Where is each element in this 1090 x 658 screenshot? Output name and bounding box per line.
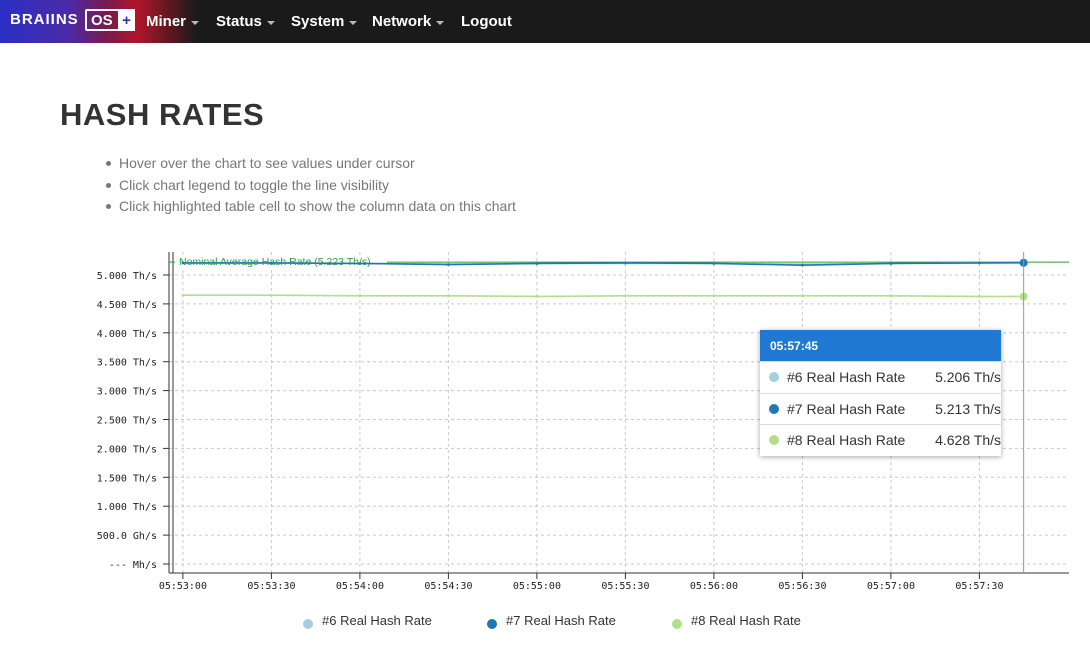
y-tick-label: 1.000 Th/s: [97, 502, 157, 513]
x-tick-label: 05:55:30: [601, 581, 649, 592]
chevron-down-icon: [266, 20, 275, 25]
x-tick-label: 05:56:00: [690, 581, 738, 592]
chevron-down-icon: [349, 20, 358, 25]
tooltip-series-name: #7 Real Hash Rate: [787, 400, 906, 417]
series-point-8: [801, 294, 804, 298]
series-8-dot-icon: [672, 619, 682, 629]
x-tick-label: 05:56:30: [778, 581, 826, 592]
y-tick-label: 5.000 Th/s: [97, 271, 157, 282]
tooltip-series-value: 5.213 Th/s: [935, 400, 1001, 417]
y-tick-label: 1.500 Th/s: [97, 473, 157, 484]
series-point-7: [270, 261, 273, 265]
series-point-8: [624, 294, 627, 298]
legend-label: #6 Real Hash Rate: [322, 613, 432, 628]
tooltip-row: #7 Real Hash Rate 5.213 Th/s: [760, 392, 1001, 425]
series-point-8: [889, 294, 893, 298]
series-line-8: [182, 294, 1024, 298]
tooltip-series-value: 5.206 Th/s: [935, 369, 1001, 386]
help-tip: Click highlighted table cell to show the…: [104, 198, 516, 220]
series-point-8: [535, 294, 539, 298]
x-tick-label: 05:53:30: [247, 581, 295, 592]
tooltip-row: #8 Real Hash Rate 4.628 Th/s: [760, 424, 1001, 456]
chart-tooltip: 05:57:45 #6 Real Hash Rate 5.206 Th/s #7…: [760, 330, 1001, 456]
help-tips-list: Hover over the chart to see values under…: [104, 155, 516, 220]
x-tick-label: 05:57:30: [955, 581, 1003, 592]
brand-plus-icon: +: [118, 9, 135, 31]
y-tick-label: --- Mh/s: [109, 560, 157, 571]
series-point-7: [889, 262, 893, 265]
legend-label: #7 Real Hash Rate: [506, 613, 616, 628]
tooltip-series-value: 4.628 Th/s: [935, 432, 1001, 449]
nav-status-label: Status: [216, 13, 262, 30]
series-point-8: [358, 294, 362, 298]
page-title: HASH RATES: [60, 97, 265, 132]
nav-network-label: Network: [372, 13, 432, 30]
legend-label: #8 Real Hash Rate: [691, 613, 801, 628]
nav-network-menu[interactable]: Network: [372, 0, 445, 43]
y-tick-label: 3.500 Th/s: [97, 358, 157, 369]
x-tick-label: 05:54:30: [424, 581, 472, 592]
x-tick-label: 05:55:00: [513, 581, 561, 592]
series-6-dot-icon: [303, 619, 313, 629]
nav-system-label: System: [291, 13, 345, 30]
x-tick-label: 05:57:00: [867, 581, 915, 592]
chevron-down-icon: [436, 20, 445, 25]
nominal-label-background: [175, 255, 387, 269]
legend-item-series-6[interactable]: #6 Real Hash Rate: [303, 612, 432, 629]
series-point-7: [978, 261, 981, 265]
chevron-down-icon: [191, 20, 200, 25]
nav-logout-link[interactable]: Logout: [461, 0, 512, 43]
legend-item-series-8[interactable]: #8 Real Hash Rate: [672, 612, 801, 629]
series-8-dot-icon: [769, 435, 779, 446]
series-point-7: [358, 262, 362, 265]
tooltip-series-name: #6 Real Hash Rate: [787, 369, 906, 386]
x-tick-label: 05:53:00: [159, 581, 207, 592]
help-tip: Hover over the chart to see values under…: [104, 155, 516, 177]
tooltip-series-name: #8 Real Hash Rate: [787, 432, 906, 449]
brand-os-text: OS: [91, 11, 113, 29]
series-point-8: [270, 293, 273, 297]
series-point-8: [447, 294, 450, 298]
series-point-7: [801, 263, 804, 267]
nav-logout-label: Logout: [461, 13, 512, 30]
series-point-7: [712, 262, 716, 265]
series-point-7: [447, 263, 450, 266]
y-tick-label: 4.000 Th/s: [97, 329, 157, 340]
nav-status-menu[interactable]: Status: [216, 0, 275, 43]
series-point-8: [978, 294, 981, 298]
series-point-7: [181, 261, 185, 265]
y-tick-label: 3.000 Th/s: [97, 387, 157, 398]
nav-miner-label: Miner: [146, 13, 187, 30]
series-point-7: [624, 261, 627, 265]
help-tip: Click chart legend to toggle the line vi…: [104, 177, 516, 199]
series-7-dot-icon: [487, 619, 497, 629]
top-navbar: BRAIINS OS + Miner Status System Network…: [0, 0, 1090, 43]
series-7-dot-icon: [769, 403, 779, 414]
brand-text: BRAIINS: [10, 11, 79, 28]
y-tick-label: 2.500 Th/s: [97, 416, 157, 427]
nav-miner-menu[interactable]: Miner: [146, 0, 200, 43]
series-6-dot-icon: [769, 372, 779, 383]
braiins-os-logo[interactable]: BRAIINS OS +: [0, 0, 196, 43]
y-tick-label: 2.000 Th/s: [97, 444, 157, 455]
series-point-7: [535, 262, 539, 265]
nominal-average-label: Nominal Average Hash Rate (5.223 Th/s): [179, 256, 371, 268]
tooltip-row: #6 Real Hash Rate 5.206 Th/s: [760, 361, 1001, 393]
y-tick-label: 500.0 Gh/s: [97, 531, 157, 542]
tooltip-time: 05:57:45: [760, 330, 1001, 361]
legend-item-series-7[interactable]: #7 Real Hash Rate: [487, 612, 616, 629]
x-tick-label: 05:54:00: [336, 581, 384, 592]
series-point-8: [712, 294, 716, 298]
series-point-8: [181, 293, 185, 297]
nav-system-menu[interactable]: System: [291, 0, 358, 43]
y-tick-label: 4.500 Th/s: [97, 300, 157, 311]
